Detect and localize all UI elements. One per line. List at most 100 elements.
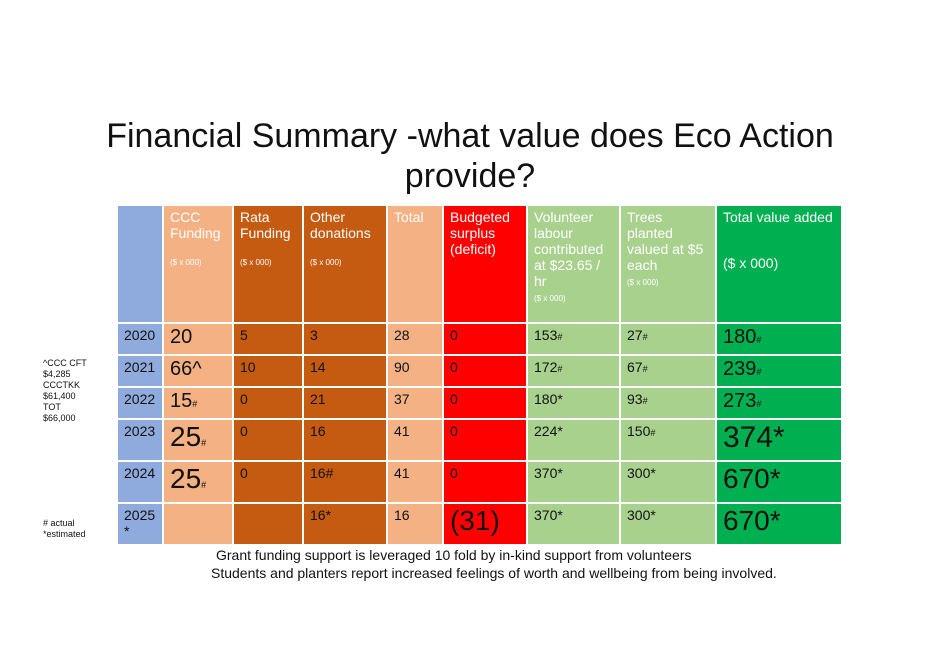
cell-marker: # bbox=[642, 364, 648, 374]
note-line: $66,000 bbox=[43, 413, 76, 423]
data-cell: 41 bbox=[386, 418, 444, 462]
data-cell: 93# bbox=[619, 386, 717, 420]
cell-value: (31) bbox=[450, 505, 500, 536]
side-note: ^CCC CFT $4,285 CCCTKK $61,400 TOT $66,000 bbox=[43, 358, 87, 424]
data-cell: 273# bbox=[715, 386, 843, 420]
data-cell: (31) bbox=[442, 502, 528, 546]
data-cell: 150# bbox=[619, 418, 717, 462]
data-cell: 14 bbox=[302, 354, 388, 388]
data-row: 2024 25# 0 16# 41 0 370* 300* 670* bbox=[116, 460, 843, 504]
cell-value: 28 bbox=[394, 327, 410, 343]
header-label: Total value added bbox=[723, 209, 833, 225]
cell-value: 239 bbox=[723, 358, 757, 380]
data-cell: 0 bbox=[232, 386, 304, 420]
cell-value: 16* bbox=[310, 507, 332, 523]
note-line: # actual bbox=[43, 518, 75, 528]
data-row: 2025 * 16* 16 (31) 370* 300* 670* bbox=[116, 502, 843, 546]
footer-line: Students and planters report increased f… bbox=[211, 565, 777, 581]
data-cell: 180* bbox=[526, 386, 621, 420]
cell-value: 0 bbox=[450, 423, 458, 439]
cell-value: 374* bbox=[723, 421, 785, 454]
cell-value: 16 bbox=[394, 507, 410, 523]
cell-marker: # bbox=[192, 399, 198, 409]
data-cell: 16* bbox=[302, 502, 388, 546]
note-line: $4,285 bbox=[43, 369, 71, 379]
cell-value: 20 bbox=[170, 326, 193, 348]
data-cell: 300* bbox=[619, 460, 717, 504]
data-cell: 37 bbox=[386, 386, 444, 420]
data-cell: 670* bbox=[715, 502, 843, 546]
data-cell: 10 bbox=[232, 354, 304, 388]
cell-value: 66^ bbox=[170, 358, 202, 380]
data-cell: 0 bbox=[442, 386, 528, 420]
cell-value: 25 bbox=[170, 421, 202, 452]
cell-marker: # bbox=[642, 396, 648, 406]
cell-value: 93 bbox=[627, 391, 643, 407]
data-cell: 5 bbox=[232, 322, 304, 356]
slide-title: Financial Summary -what value does Eco A… bbox=[106, 117, 834, 195]
cell-value: 15 bbox=[170, 390, 193, 412]
row-label: 2024 bbox=[116, 460, 164, 504]
header-cell: Trees planted valued at $5 each ($ x 000) bbox=[619, 204, 717, 324]
cell-value: 10 bbox=[240, 359, 256, 375]
note-line: ^CCC CFT bbox=[43, 358, 87, 368]
cell-value: 153 bbox=[534, 327, 558, 343]
row-label: 2020 bbox=[116, 322, 164, 356]
cell-value: 21 bbox=[310, 391, 326, 407]
data-row: 2021 66^ 10 14 90 0 172# 67# 239# bbox=[116, 354, 843, 388]
data-cell: 27# bbox=[619, 322, 717, 356]
cell-value: 41 bbox=[394, 423, 410, 439]
data-cell: 224* bbox=[526, 418, 621, 462]
data-cell: 20 bbox=[162, 322, 234, 356]
cell-value: 224* bbox=[534, 423, 563, 439]
row-label: 2021 bbox=[116, 354, 164, 388]
cell-value: 670* bbox=[723, 505, 781, 536]
data-cell: 370* bbox=[526, 460, 621, 504]
cell-value: 3 bbox=[310, 327, 318, 343]
row-label: 2025 * bbox=[116, 502, 164, 546]
summary-table: CCC Funding ($ x 000) Rata Funding ($ x 000… bbox=[116, 204, 843, 546]
data-cell: 670* bbox=[715, 460, 843, 504]
header-label: Trees planted valued at $5 each bbox=[627, 209, 704, 273]
cell-value: 370* bbox=[534, 507, 563, 523]
cell-value: 0 bbox=[240, 423, 248, 439]
data-cell: 41 bbox=[386, 460, 444, 504]
cell-value: 0 bbox=[450, 391, 458, 407]
data-cell bbox=[232, 502, 304, 546]
data-cell: 300* bbox=[619, 502, 717, 546]
cell-value: 0 bbox=[450, 465, 458, 481]
cell-value: 67 bbox=[627, 359, 643, 375]
cell-value: 37 bbox=[394, 391, 410, 407]
cell-marker: # bbox=[557, 332, 563, 342]
cell-value: 0 bbox=[240, 391, 248, 407]
data-cell: 16# bbox=[302, 460, 388, 504]
header-note: ($ x 000) bbox=[534, 294, 566, 303]
header-cell: CCC Funding ($ x 000) bbox=[162, 204, 234, 324]
cell-marker: # bbox=[557, 364, 563, 374]
header-cell: Total value added ($ x 000) bbox=[715, 204, 843, 324]
data-cell: 172# bbox=[526, 354, 621, 388]
header-cell: Volunteer labour contributed at $23.65 /… bbox=[526, 204, 621, 324]
header-label: Total bbox=[394, 209, 424, 225]
cell-marker: # bbox=[650, 428, 656, 438]
header-cell: Rata Funding ($ x 000) bbox=[232, 204, 304, 324]
header-note: ($ x 000) bbox=[627, 278, 659, 287]
header-note: ($ x 000) bbox=[723, 255, 779, 271]
cell-value: 5 bbox=[240, 327, 248, 343]
data-cell: 0 bbox=[232, 460, 304, 504]
cell-marker: # bbox=[201, 438, 207, 448]
data-cell: 0 bbox=[442, 418, 528, 462]
data-cell: 180# bbox=[715, 322, 843, 356]
header-cell: Budgeted surplus (deficit) bbox=[442, 204, 528, 324]
cell-marker: # bbox=[756, 399, 762, 409]
cell-value: 300* bbox=[627, 507, 656, 523]
header-cell: Other donations ($ x 000) bbox=[302, 204, 388, 324]
row-label: 2022 bbox=[116, 386, 164, 420]
data-cell: 21 bbox=[302, 386, 388, 420]
data-cell bbox=[162, 502, 234, 546]
data-row: 2020 20 5 3 28 0 153# 27# 180# bbox=[116, 322, 843, 356]
cell-marker: # bbox=[642, 332, 648, 342]
cell-marker: # bbox=[756, 335, 762, 345]
cell-value: 0 bbox=[450, 327, 458, 343]
data-cell: 0 bbox=[442, 322, 528, 356]
